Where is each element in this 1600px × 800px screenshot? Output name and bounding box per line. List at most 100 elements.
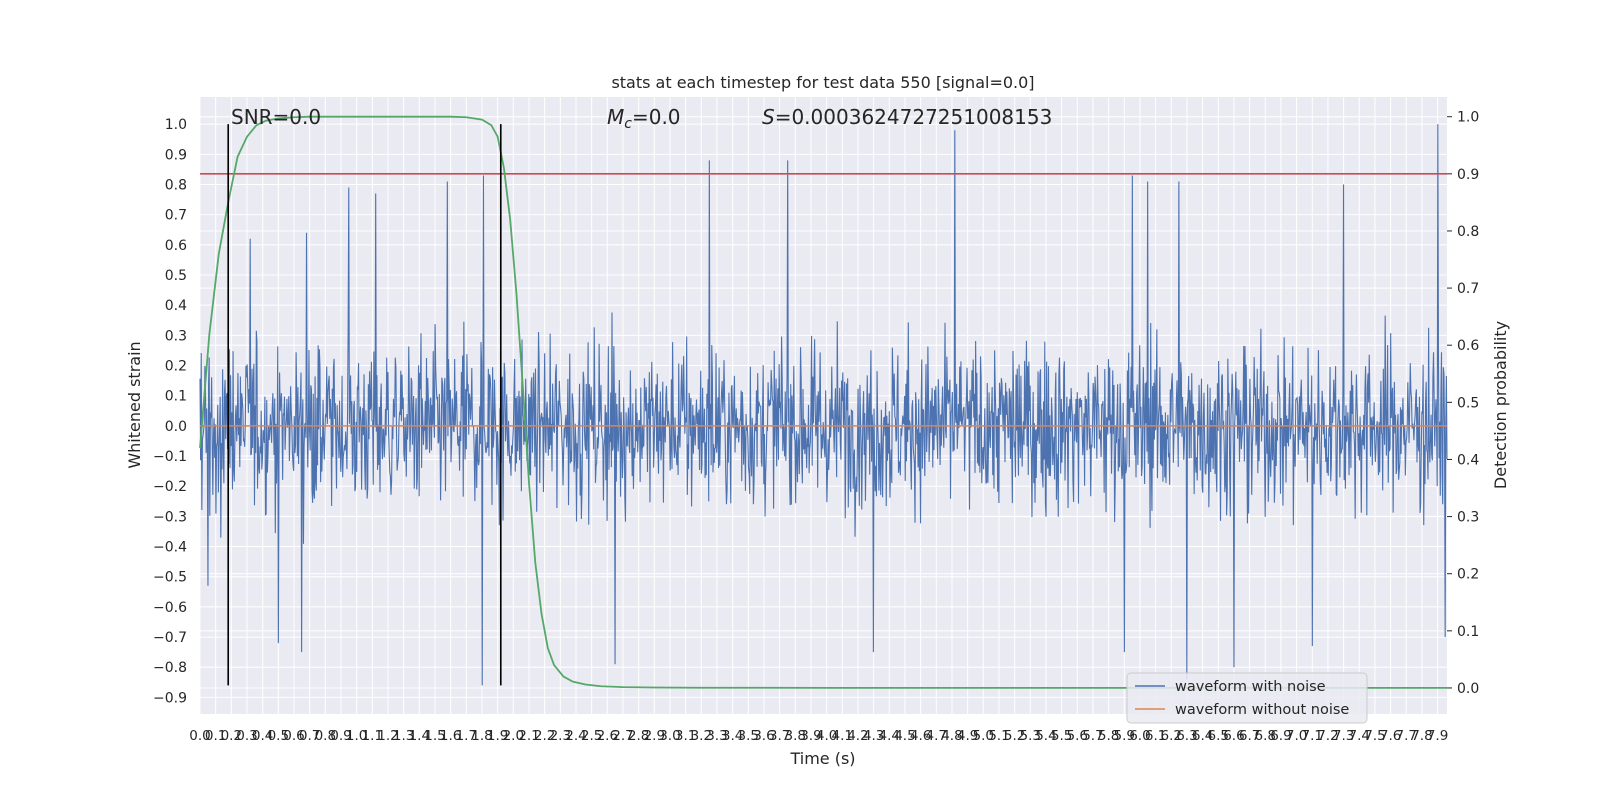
- x-tick-label: 4.7: [926, 728, 947, 744]
- y-tick-label-right: 0.8: [1457, 224, 1479, 240]
- x-tick-label: 6.0: [1129, 728, 1150, 744]
- x-tick-label: 3.2: [691, 728, 712, 744]
- x-tick-label: 0.2: [221, 728, 242, 744]
- y-tick-label-left: 0.6: [165, 238, 187, 254]
- x-tick-label: 6.9: [1270, 728, 1291, 744]
- x-tick-label: 0.7: [299, 728, 320, 744]
- y-tick-label-left: −0.5: [153, 570, 187, 586]
- s-value: =0.0003624727251008153: [775, 105, 1053, 129]
- chirp-mass-annotation: Mc=0.0: [607, 105, 681, 132]
- x-tick-label: 3.9: [800, 728, 821, 744]
- y-tick-label-left: −0.6: [153, 600, 187, 616]
- x-tick-label: 0.8: [315, 728, 336, 744]
- chirp-mass-subscript: c: [624, 116, 632, 132]
- x-tick-label: 4.3: [863, 728, 884, 744]
- x-tick-label: 2.7: [612, 728, 633, 744]
- x-tick-label: 2.9: [644, 728, 665, 744]
- y-axis-label-left: Whitened strain: [125, 341, 144, 468]
- x-tick-label: 0.9: [330, 728, 351, 744]
- axis-layer: 0.00.10.20.30.40.50.60.70.80.91.01.11.21…: [153, 110, 1479, 744]
- x-tick-label: 7.1: [1302, 728, 1323, 744]
- x-tick-label: 3.6: [753, 728, 774, 744]
- x-tick-label: 4.4: [879, 728, 900, 744]
- x-tick-label: 4.0: [816, 728, 837, 744]
- x-tick-label: 7.5: [1364, 728, 1385, 744]
- x-tick-label: 5.2: [1004, 728, 1025, 744]
- y-tick-label-left: 1.0: [165, 117, 187, 133]
- x-tick-label: 7.7: [1396, 728, 1417, 744]
- chirp-mass-value: =0.0: [632, 105, 681, 129]
- x-tick-label: 3.8: [785, 728, 806, 744]
- chart-title: stats at each timestep for test data 550…: [611, 73, 1034, 92]
- x-tick-label: 4.6: [910, 728, 931, 744]
- x-tick-label: 0.0: [189, 728, 210, 744]
- x-tick-label: 1.4: [409, 728, 430, 744]
- snr-annotation: SNR=0.0: [231, 105, 321, 129]
- x-tick-label: 3.1: [675, 728, 696, 744]
- x-tick-label: 5.8: [1098, 728, 1119, 744]
- x-tick-label: 0.3: [236, 728, 257, 744]
- x-tick-label: 0.6: [283, 728, 304, 744]
- x-tick-label: 7.0: [1286, 728, 1307, 744]
- x-tick-label: 4.1: [832, 728, 853, 744]
- legend-label-clean: waveform without noise: [1175, 702, 1349, 718]
- x-tick-label: 5.5: [1051, 728, 1072, 744]
- x-tick-label: 4.2: [847, 728, 868, 744]
- s-annotation: S=0.0003624727251008153: [762, 105, 1052, 129]
- y-tick-label-left: −0.2: [153, 479, 187, 495]
- x-tick-label: 7.2: [1317, 728, 1338, 744]
- x-tick-label: 7.4: [1349, 728, 1370, 744]
- y-tick-label-right: 0.0: [1457, 681, 1479, 697]
- x-tick-label: 5.3: [1020, 728, 1041, 744]
- x-tick-label: 0.4: [252, 728, 273, 744]
- x-tick-label: 6.2: [1161, 728, 1182, 744]
- x-tick-label: 0.1: [205, 728, 226, 744]
- x-tick-label: 2.3: [550, 728, 571, 744]
- x-tick-label: 1.0: [346, 728, 367, 744]
- x-tick-label: 4.5: [894, 728, 915, 744]
- x-tick-label: 1.5: [424, 728, 445, 744]
- x-tick-label: 2.5: [581, 728, 602, 744]
- y-tick-label-left: −0.3: [153, 509, 187, 525]
- y-tick-label-left: −0.9: [153, 690, 187, 706]
- x-tick-label: 6.8: [1255, 728, 1276, 744]
- s-symbol: S: [762, 105, 775, 129]
- x-tick-label: 0.5: [268, 728, 289, 744]
- y-tick-label-left: 0.5: [165, 268, 187, 284]
- y-tick-label-right: 0.4: [1457, 452, 1479, 468]
- x-tick-label: 5.9: [1114, 728, 1135, 744]
- x-tick-label: 4.9: [957, 728, 978, 744]
- y-tick-label-left: −0.1: [153, 449, 187, 465]
- x-tick-label: 2.2: [534, 728, 555, 744]
- y-tick-label-right: 0.5: [1457, 395, 1479, 411]
- legend-box: [1126, 672, 1368, 724]
- x-tick-label: 1.8: [471, 728, 492, 744]
- chirp-mass-symbol: M: [607, 105, 624, 129]
- x-tick-label: 2.4: [565, 728, 586, 744]
- x-tick-label: 6.1: [1145, 728, 1166, 744]
- y-tick-label-left: −0.7: [153, 630, 187, 646]
- x-tick-label: 1.9: [487, 728, 508, 744]
- x-tick-label: 1.1: [362, 728, 383, 744]
- y-tick-label-left: 0.0: [165, 419, 187, 435]
- x-tick-label: 6.7: [1239, 728, 1260, 744]
- legend: waveform with noise waveform without noi…: [1126, 672, 1368, 724]
- y-tick-label-right: 0.6: [1457, 338, 1479, 354]
- y-axis-label-right: Detection probability: [1491, 321, 1510, 489]
- x-tick-label: 7.3: [1333, 728, 1354, 744]
- x-tick-label: 1.6: [440, 728, 461, 744]
- y-tick-label-left: −0.4: [153, 540, 187, 556]
- y-tick-label-left: 0.9: [165, 147, 187, 163]
- y-tick-label-left: 0.7: [165, 208, 187, 224]
- x-tick-label: 6.5: [1208, 728, 1229, 744]
- x-tick-label: 7.9: [1427, 728, 1448, 744]
- y-tick-label-left: 0.4: [165, 298, 187, 314]
- y-tick-label-left: 0.1: [165, 389, 187, 405]
- x-tick-label: 6.3: [1176, 728, 1197, 744]
- x-tick-label: 1.7: [456, 728, 477, 744]
- x-tick-label: 4.8: [941, 728, 962, 744]
- x-tick-label: 3.4: [722, 728, 743, 744]
- x-tick-label: 2.1: [518, 728, 539, 744]
